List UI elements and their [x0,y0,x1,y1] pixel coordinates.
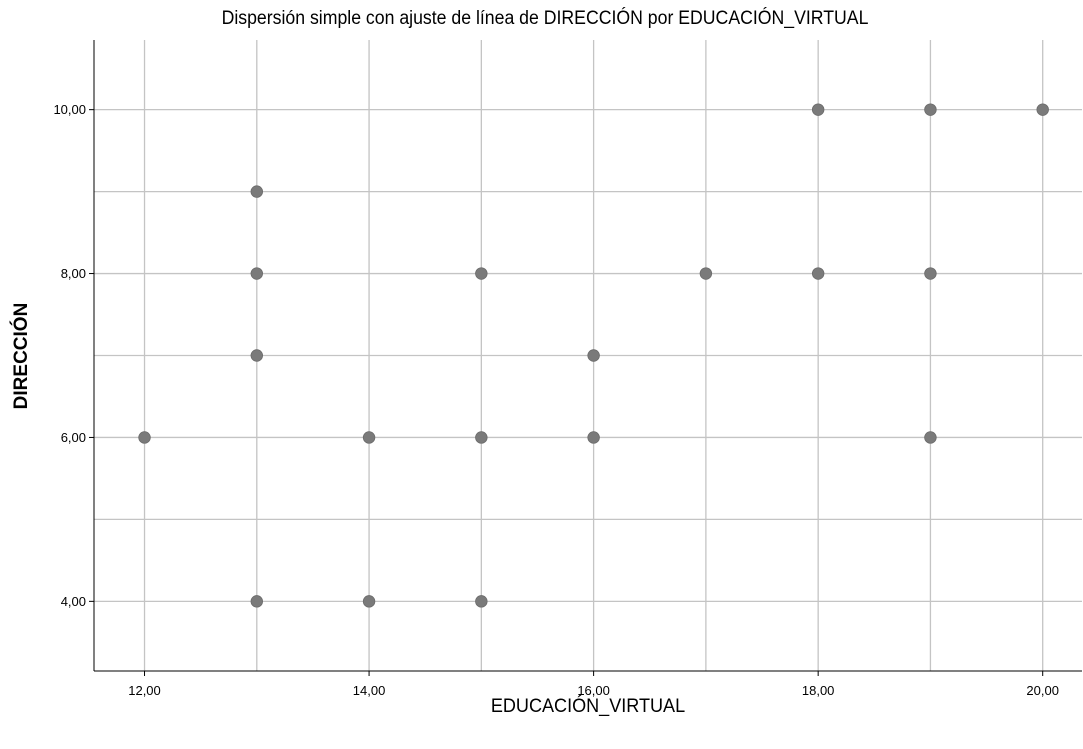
axis-layer [89,40,1082,676]
y-tick-label: 8,00 [61,266,86,281]
data-point [475,595,488,608]
data-point [138,431,151,444]
y-tick-label: 4,00 [61,594,86,609]
y-tick-label: 10,00 [53,102,86,117]
x-axis-label: EDUCACIÓN_VIRTUAL [490,696,686,717]
data-point [250,595,263,608]
x-tick-label: 20,00 [1026,683,1059,698]
data-point [587,349,600,362]
x-tick-label: 16,00 [577,683,610,698]
data-point [924,103,937,116]
y-axis-label: DIRECCIÓN [11,302,32,410]
data-point [1036,103,1049,116]
data-point [924,431,937,444]
x-tick-label: 14,00 [353,683,386,698]
x-tick-label: 12,00 [128,683,161,698]
data-point [250,185,263,198]
data-point [250,349,263,362]
tick-labels: 12,00 14,00 16,00 18,00 20,00 4,00 6,00 8,00 10,… [53,102,1059,698]
data-point [811,267,825,280]
y-tick-label: 6,00 [61,430,86,445]
data-point [699,267,713,280]
data-points [138,103,1049,608]
data-point [587,431,600,444]
data-point [250,267,263,280]
x-tick-label: 18,00 [802,683,835,698]
data-point [475,431,488,444]
data-point [924,267,937,280]
data-point [362,431,376,444]
chart-title: Dispersión simple con ajuste de línea de… [221,8,869,29]
data-point [811,103,825,116]
data-point [362,595,376,608]
data-point [475,267,488,280]
